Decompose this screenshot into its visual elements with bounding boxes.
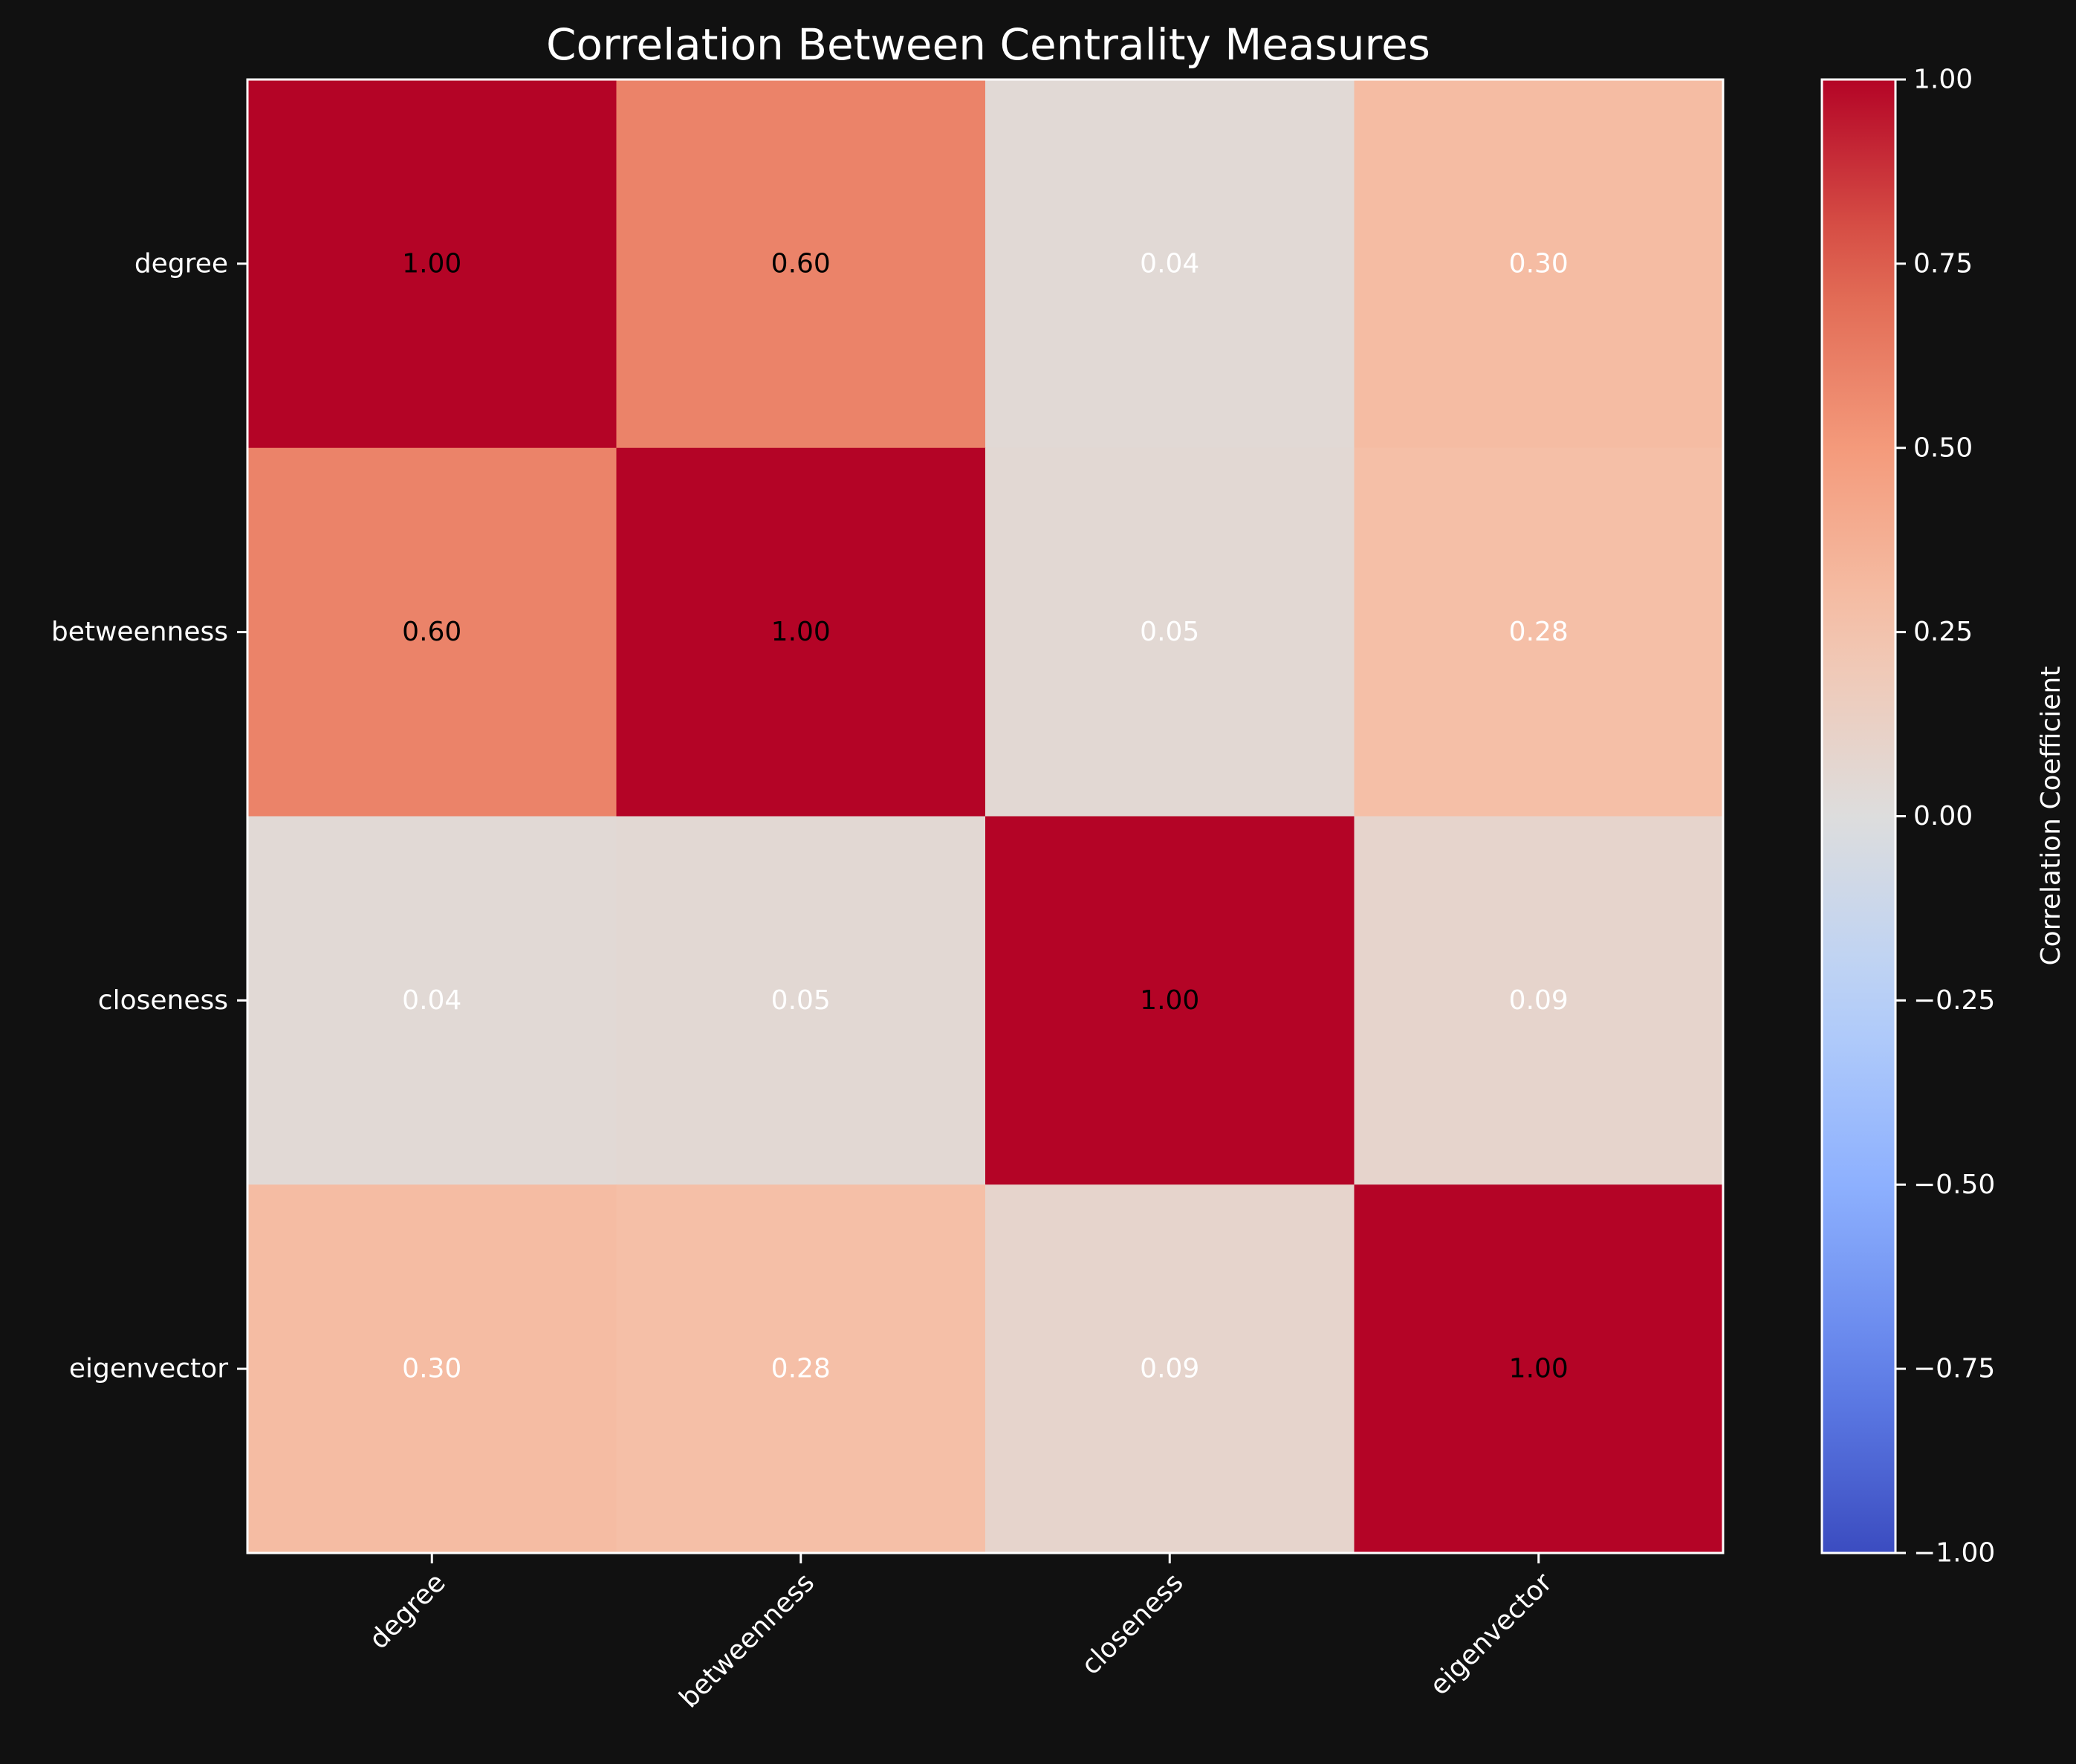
colorbar [1820,78,1897,1554]
cell-value-label: 0.09 [1140,1354,1199,1384]
colorbar-ticks: 1.00 0.75 0.50 0.25 0.00 −0.25 −0.50 −0.75 −1.00 [1895,65,1995,1569]
cell-value-label: 0.04 [1140,248,1199,279]
heatmap-cell-degree-closeness [985,80,1355,449]
heatmap-cell-betweenness-closeness [985,447,1355,817]
colorbar-tick-label: 0.50 [1913,432,1973,463]
y-tick-label-eigenvector: eigenvector [69,1354,228,1384]
heatmap-cell-betweenness-betweenness [616,447,986,817]
cell-value-label: 0.05 [771,985,831,1016]
colorbar-tick-label: 0.25 [1913,617,1973,647]
heatmap-cell-eigenvector-closeness [985,1184,1355,1554]
heatmap-cell-eigenvector-eigenvector [1354,1184,1724,1554]
cell-value-label: 1.00 [771,617,831,647]
cell-value-label: 0.60 [771,248,831,279]
heatmap-cell-betweenness-degree [247,447,617,817]
chart-title: Correlation Between Centrality Measures [546,19,1430,70]
heatmap-cell-closeness-betweenness [616,816,986,1185]
heatmap-cell-degree-betweenness [616,80,986,449]
cell-value-label: 0.28 [771,1354,831,1384]
colorbar-tick-label: −0.25 [1913,985,1995,1016]
y-axis-ticks: degree betweenness closeness eigenvector [51,248,247,1384]
cell-value-label: 0.60 [402,617,461,647]
heatmap-cell-closeness-closeness [985,816,1355,1185]
heatmap-cell-eigenvector-degree [247,1184,617,1554]
heatmap-cells [247,80,1724,1554]
colorbar-tick-label: −1.00 [1913,1538,1995,1569]
cell-value-label: 0.30 [402,1354,461,1384]
cell-value-label: 1.00 [402,248,461,279]
heatmap-cell-degree-degree [247,80,617,449]
colorbar-tick-label: −0.75 [1913,1354,1995,1384]
colorbar-tick-label: 0.00 [1913,801,1973,831]
colorbar-label: Correlation Coefficient [2036,667,2066,966]
cell-value-label: 0.28 [1509,617,1569,647]
heatmap-value-labels: 1.00 0.60 0.04 0.30 0.60 1.00 0.05 0.28 0.04 0.05… [402,248,1569,1384]
cell-value-label: 0.04 [402,985,461,1016]
heatmap-cell-closeness-degree [247,816,617,1185]
heatmap-cell-closeness-eigenvector [1354,816,1724,1185]
colorbar-tick-label: 0.75 [1913,248,1973,279]
colorbar-tick-label: −0.50 [1913,1170,1995,1200]
heatmap-cell-degree-eigenvector [1354,80,1724,449]
y-tick-label-degree: degree [134,248,228,279]
colorbar-tick-label: 1.00 [1913,65,1973,95]
y-tick-label-betweenness: betweenness [51,617,228,647]
plot-frame [246,78,1725,1554]
cell-value-label: 0.05 [1140,617,1199,647]
cell-value-label: 0.30 [1509,248,1569,279]
y-tick-label-closeness: closeness [98,985,228,1016]
cell-value-label: 1.00 [1509,1354,1569,1384]
heatmap-cell-eigenvector-betweenness [616,1184,986,1554]
cell-value-label: 1.00 [1140,985,1199,1016]
cell-value-label: 0.09 [1509,985,1569,1016]
heatmap-cell-betweenness-eigenvector [1354,447,1724,817]
